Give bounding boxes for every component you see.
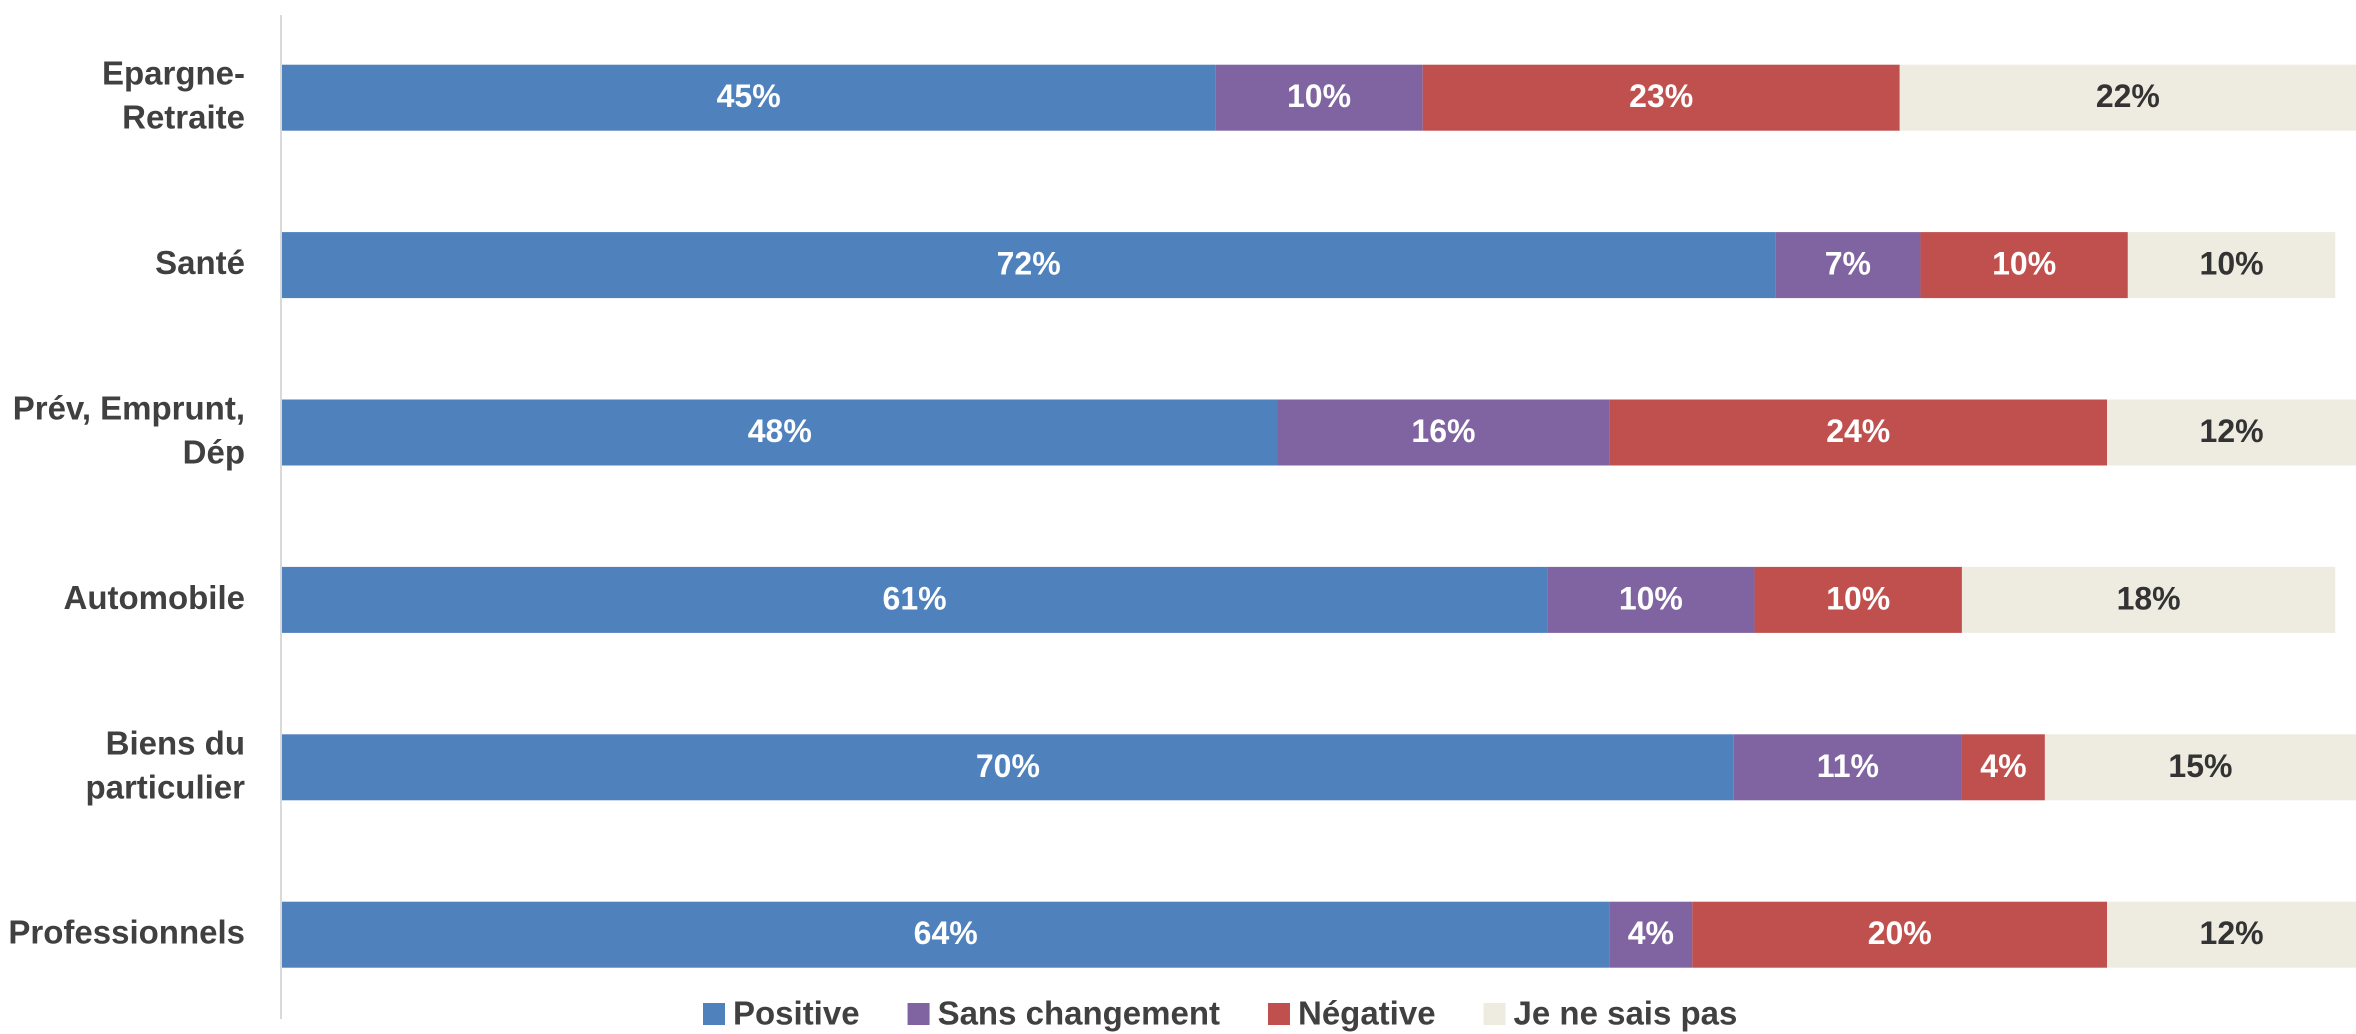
data-label: 10%: [2200, 246, 2264, 282]
data-label: 15%: [2168, 748, 2232, 784]
bar-segment: [2127, 232, 2336, 299]
data-label: 61%: [883, 580, 947, 616]
legend-swatch: [1483, 1003, 1506, 1025]
category-label: Biens du particulier: [85, 724, 245, 805]
data-label: 12%: [2200, 413, 2264, 449]
legend-label: Positive: [733, 995, 860, 1032]
bar-segment: [1609, 901, 1693, 968]
data-label: 16%: [1411, 413, 1475, 449]
data-label: 22%: [2096, 78, 2160, 114]
bar-segment: [282, 734, 1734, 801]
data-label: 20%: [1868, 915, 1932, 951]
bar-segment: [2107, 901, 2356, 968]
legend-swatch: [907, 1003, 930, 1025]
legend-label: Négative: [1298, 995, 1436, 1032]
bar-segment: [1215, 64, 1423, 131]
data-label: 4%: [1628, 915, 1674, 951]
data-label: 10%: [1619, 580, 1683, 616]
bar-segment: [2107, 399, 2356, 466]
bar-segment: [1961, 734, 2045, 801]
legend-swatch: [703, 1003, 725, 1025]
data-label: 7%: [1825, 246, 1871, 282]
bar-segment: [282, 232, 1776, 299]
legend-swatch: [1267, 1003, 1290, 1025]
category-label: Prév, Emprunt, Dép: [13, 389, 245, 470]
category-label: Automobile: [64, 579, 245, 616]
data-label: 23%: [1629, 78, 1693, 114]
data-label: 70%: [976, 748, 1040, 784]
bar-segment: [1920, 232, 2128, 299]
bar-segment: [2044, 734, 2356, 801]
data-label: 64%: [914, 915, 978, 951]
bar-segment: [282, 566, 1548, 633]
bar-segment: [1609, 399, 2108, 466]
legend-label: Sans changement: [938, 995, 1220, 1032]
bar-segment: [1692, 901, 2108, 968]
bar-segment: [1547, 566, 1755, 633]
category-label: Professionnels: [8, 913, 245, 950]
data-label: 10%: [1826, 580, 1890, 616]
bar-segment: [282, 399, 1278, 466]
bar-segment: [1422, 64, 1900, 131]
data-label: 10%: [1287, 78, 1351, 114]
data-label: 45%: [717, 78, 781, 114]
data-label: 48%: [748, 413, 812, 449]
data-label: 4%: [1980, 748, 2026, 784]
legend-label: Je ne sais pas: [1514, 995, 1738, 1032]
data-label: 18%: [2117, 580, 2181, 616]
category-label: Santé: [155, 244, 245, 281]
data-label: 12%: [2200, 915, 2264, 951]
bar-segment: [1775, 232, 1921, 299]
bar-segment: [1961, 566, 2336, 633]
bar-segment: [1754, 566, 1962, 633]
bar-segment: [1277, 399, 1610, 466]
data-label: 24%: [1826, 413, 1890, 449]
data-label: 11%: [1817, 748, 1879, 784]
data-label: 10%: [1992, 246, 2056, 282]
bar-segment: [282, 64, 1216, 131]
category-label: Epargne-Retraite: [102, 54, 245, 135]
bar-segment: [1733, 734, 1962, 801]
data-label: 72%: [997, 246, 1061, 282]
bar-segment: [1899, 64, 2356, 131]
bar-segment: [282, 901, 1610, 968]
